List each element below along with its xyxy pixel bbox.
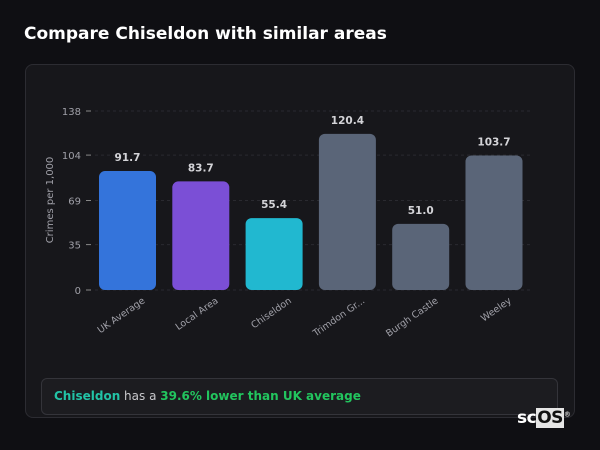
data-label: 91.7	[115, 152, 141, 164]
summary-middle: has a	[120, 389, 161, 403]
y-tick-label: 35	[68, 241, 81, 252]
x-tick-label: Local Area	[174, 295, 221, 332]
x-tick-label: Chiseldon	[249, 295, 293, 331]
x-tick-label: Burgh Castle	[384, 295, 440, 339]
x-tick-label: Trimdon Gr...	[310, 295, 367, 339]
x-tick-label: UK Average	[96, 295, 148, 336]
y-axis-label: Crimes per 1,000	[45, 157, 56, 244]
data-label: 83.7	[188, 162, 214, 174]
summary-comparison: 39.6% lower than UK average	[160, 389, 361, 403]
comparison-summary: Chiseldon has a 39.6% lower than UK aver…	[41, 378, 558, 415]
y-tick-label: 0	[75, 286, 81, 297]
data-label: 120.4	[331, 115, 364, 127]
bar-trimdon-gr-	[318, 133, 376, 290]
y-tick-label: 104	[62, 151, 81, 162]
scos-logo: scOS®	[517, 408, 571, 428]
bar-burgh-castle	[392, 223, 450, 290]
data-label: 51.0	[408, 205, 434, 217]
summary-area: Chiseldon	[54, 389, 121, 403]
data-label: 55.4	[261, 199, 287, 211]
y-tick-label: 138	[62, 107, 81, 118]
page-title: Compare Chiseldon with similar areas	[24, 24, 387, 44]
bar-uk-average	[99, 171, 156, 290]
x-tick-label: Weeley	[479, 295, 514, 324]
y-tick-label: 69	[68, 197, 81, 208]
data-label: 103.7	[477, 136, 510, 148]
bar-local-area	[172, 181, 230, 290]
bar-chiseldon	[245, 218, 303, 290]
bar-weeley	[465, 155, 523, 290]
